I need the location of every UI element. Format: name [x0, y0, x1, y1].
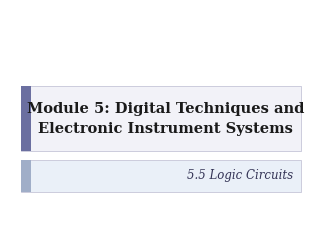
Text: Module 5: Digital Techniques and
Electronic Instrument Systems: Module 5: Digital Techniques and Electro… [27, 102, 305, 136]
Bar [21, 86, 301, 151]
Bar [21, 160, 31, 192]
Bar [21, 86, 31, 151]
Text: 5.5 Logic Circuits: 5.5 Logic Circuits [187, 169, 293, 182]
Bar [21, 160, 301, 192]
